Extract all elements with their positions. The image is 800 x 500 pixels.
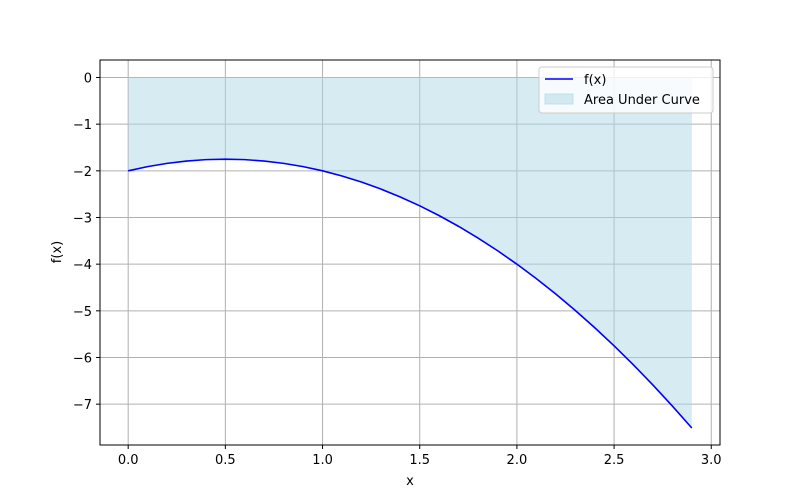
x-tick-label: 2.0 [507, 453, 528, 468]
y-tick-label: −7 [73, 398, 92, 413]
area-under-curve-fill [128, 77, 692, 428]
x-tick-label: 1.0 [312, 453, 333, 468]
series-line-fx [128, 158, 693, 429]
legend: f(x) Area Under Curve [538, 66, 714, 114]
y-tick-label: −3 [73, 212, 92, 227]
legend-label-fx: f(x) [584, 73, 606, 88]
legend-box [538, 66, 714, 114]
y-tick-label: −5 [73, 305, 92, 320]
y-tick-label: −2 [73, 165, 92, 180]
x-tick-label: 0.5 [215, 453, 236, 468]
legend-fill-swatch [544, 93, 574, 105]
x-tick-label: 3.0 [701, 453, 722, 468]
x-axis-label: x [406, 474, 414, 489]
x-tick-label: 2.5 [604, 453, 625, 468]
x-tick-label: 1.5 [409, 453, 430, 468]
y-tick-label: −1 [73, 118, 92, 133]
x-tick-label: 0.0 [118, 453, 139, 468]
y-tick-label: −4 [73, 258, 92, 273]
plot-frame [99, 59, 721, 446]
y-tick-label: −6 [73, 352, 92, 367]
y-tick-label: 0 [84, 72, 92, 87]
legend-label-area: Area Under Curve [584, 93, 700, 108]
y-axis-label: f(x) [50, 241, 65, 263]
axis-ticks: 0.0 0.5 1.0 1.5 2.0 2.5 3.0 0 −1 −2 −3 −4 −5 −6 −7 [73, 72, 722, 469]
